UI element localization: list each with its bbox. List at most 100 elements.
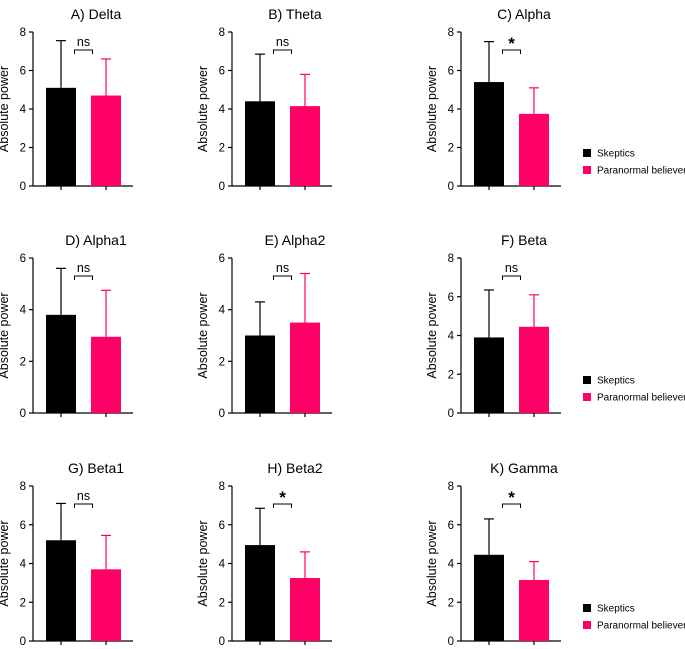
bar-skeptics xyxy=(474,337,504,413)
y-axis-label: Absolute power xyxy=(0,292,11,378)
significance-bracket xyxy=(273,503,292,508)
y-axis-label: Absolute power xyxy=(0,520,11,606)
significance-label: ns xyxy=(77,489,90,503)
significance-label: ns xyxy=(276,35,289,49)
chart-panel-5: E) Alpha2 Absolute power 0 2 4 6 ns xyxy=(196,232,332,420)
y-tick-label: 8 xyxy=(219,27,225,39)
y-tick-label: 6 xyxy=(448,66,454,78)
y-tick-label: 2 xyxy=(20,597,26,609)
chart-title: B) Theta xyxy=(268,6,322,22)
bar-skeptics xyxy=(46,87,76,186)
y-tick-label: 6 xyxy=(448,520,454,532)
significance-label: ns xyxy=(505,261,518,275)
significance-bracket xyxy=(74,503,93,508)
significance-bracket xyxy=(502,49,521,54)
y-tick-label: 8 xyxy=(219,481,225,493)
chart-panel-7: G) Beta1 Absolute power 0 2 4 6 8 ns xyxy=(0,460,133,648)
chart-title: E) Alpha2 xyxy=(265,232,326,248)
y-tick-label: 6 xyxy=(20,66,26,78)
y-tick-label: 2 xyxy=(219,356,225,368)
bar-paranormal-believers xyxy=(519,326,549,413)
y-tick-label: 4 xyxy=(20,305,27,317)
significance-bracket xyxy=(74,275,93,280)
chart-panel-6: F) Beta Absolute power 0 2 4 6 8 ns Skeptics Para… xyxy=(425,232,685,420)
legend-swatch-skeptics xyxy=(583,149,591,157)
y-tick-label: 0 xyxy=(219,408,225,420)
y-tick-label: 8 xyxy=(20,481,26,493)
y-tick-label: 8 xyxy=(448,27,454,39)
y-tick-label: 0 xyxy=(448,408,454,420)
y-tick-label: 2 xyxy=(448,369,454,381)
legend-swatch-skeptics xyxy=(583,604,591,612)
legend: Skeptics Paranormal believers xyxy=(583,376,685,404)
y-tick-label: 0 xyxy=(448,181,454,193)
bar-paranormal-believers xyxy=(91,569,121,641)
y-tick-label: 8 xyxy=(448,253,454,265)
y-tick-label: 4 xyxy=(20,559,27,571)
bar-skeptics xyxy=(46,540,76,641)
y-tick-label: 6 xyxy=(20,253,26,265)
chart-panel-2: B) Theta Absolute power 0 2 4 6 8 ns xyxy=(196,6,332,193)
chart-title: A) Delta xyxy=(71,6,122,22)
y-tick-label: 0 xyxy=(219,181,225,193)
y-tick-label: 4 xyxy=(20,104,27,116)
y-tick-label: 0 xyxy=(448,636,454,648)
chart-title: K) Gamma xyxy=(490,460,558,476)
y-axis-label: Absolute power xyxy=(425,292,439,378)
significance-label: ns xyxy=(77,35,90,49)
y-tick-label: 6 xyxy=(20,520,26,532)
y-tick-label: 4 xyxy=(448,559,455,571)
legend-label-paranormal-believers: Paranormal believers xyxy=(597,393,685,404)
y-tick-label: 4 xyxy=(219,104,226,116)
y-tick-label: 2 xyxy=(20,143,26,155)
legend: Skeptics Paranormal believers xyxy=(583,604,685,632)
y-tick-label: 4 xyxy=(219,305,226,317)
y-tick-label: 8 xyxy=(20,27,26,39)
legend-label-skeptics: Skeptics xyxy=(597,376,635,387)
significance-bracket xyxy=(273,275,292,280)
bar-skeptics xyxy=(474,82,504,186)
y-axis-label: Absolute power xyxy=(0,66,11,152)
y-tick-label: 6 xyxy=(448,292,454,304)
bar-skeptics xyxy=(474,554,504,641)
bar-paranormal-believers xyxy=(290,578,320,641)
significance-bracket xyxy=(502,275,521,280)
bar-paranormal-believers xyxy=(91,336,121,413)
chart-panel-8: H) Beta2 Absolute power 0 2 4 6 8 * xyxy=(196,460,332,648)
chart-panel-4: D) Alpha1 Absolute power 0 2 4 6 ns xyxy=(0,232,133,420)
significance-bracket xyxy=(502,503,521,508)
legend-label-skeptics: Skeptics xyxy=(597,149,635,160)
chart-title: H) Beta2 xyxy=(267,460,322,476)
chart-title: D) Alpha1 xyxy=(65,232,127,248)
y-tick-label: 6 xyxy=(219,66,225,78)
y-tick-label: 4 xyxy=(448,104,455,116)
bar-skeptics xyxy=(46,314,76,413)
y-tick-label: 0 xyxy=(20,181,26,193)
significance-bracket xyxy=(74,49,93,54)
bar-skeptics xyxy=(245,545,275,641)
significance-label: ns xyxy=(77,261,90,275)
y-tick-label: 2 xyxy=(448,597,454,609)
legend-label-paranormal-believers: Paranormal believers xyxy=(597,621,685,632)
legend-label-skeptics: Skeptics xyxy=(597,604,635,615)
bar-paranormal-believers xyxy=(91,95,121,186)
bar-paranormal-believers xyxy=(519,579,549,641)
y-axis-label: Absolute power xyxy=(196,520,210,606)
bar-paranormal-believers xyxy=(519,113,549,186)
chart-title: F) Beta xyxy=(501,232,547,248)
legend: Skeptics Paranormal believers xyxy=(583,149,685,177)
y-tick-label: 2 xyxy=(20,356,26,368)
y-axis-label: Absolute power xyxy=(196,66,210,152)
legend-swatch-paranormal-believers xyxy=(583,393,591,401)
y-tick-label: 4 xyxy=(219,559,226,571)
legend-label-paranormal-believers: Paranormal believers xyxy=(597,166,685,177)
chart-panel-9: K) Gamma Absolute power 0 2 4 6 8 * Skeptics Para… xyxy=(425,460,685,648)
y-tick-label: 2 xyxy=(219,143,225,155)
bar-paranormal-believers xyxy=(290,322,320,413)
y-tick-label: 2 xyxy=(219,597,225,609)
legend-swatch-skeptics xyxy=(583,376,591,384)
chart-title: C) Alpha xyxy=(497,6,551,22)
bar-skeptics xyxy=(245,101,275,186)
y-tick-label: 0 xyxy=(219,636,225,648)
significance-label: ns xyxy=(276,261,289,275)
